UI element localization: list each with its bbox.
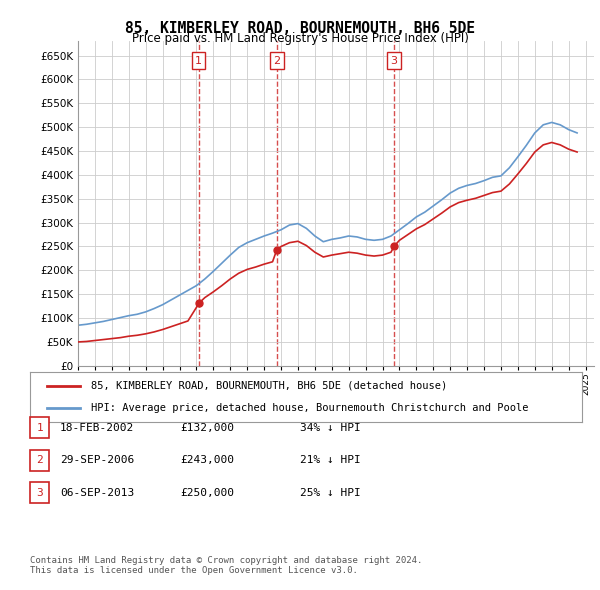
Text: HPI: Average price, detached house, Bournemouth Christchurch and Poole: HPI: Average price, detached house, Bour… [91,403,528,413]
Text: 85, KIMBERLEY ROAD, BOURNEMOUTH, BH6 5DE: 85, KIMBERLEY ROAD, BOURNEMOUTH, BH6 5DE [125,21,475,35]
Text: 21% ↓ HPI: 21% ↓ HPI [300,455,361,465]
Text: £132,000: £132,000 [180,423,234,432]
Text: 2: 2 [273,56,280,65]
Text: Contains HM Land Registry data © Crown copyright and database right 2024.
This d: Contains HM Land Registry data © Crown c… [30,556,422,575]
Text: 34% ↓ HPI: 34% ↓ HPI [300,423,361,432]
Text: 29-SEP-2006: 29-SEP-2006 [60,455,134,465]
Text: 3: 3 [36,488,43,497]
Text: 85, KIMBERLEY ROAD, BOURNEMOUTH, BH6 5DE (detached house): 85, KIMBERLEY ROAD, BOURNEMOUTH, BH6 5DE… [91,381,447,391]
Text: 06-SEP-2013: 06-SEP-2013 [60,488,134,497]
Text: 18-FEB-2002: 18-FEB-2002 [60,423,134,432]
Text: 2: 2 [36,455,43,465]
Text: £243,000: £243,000 [180,455,234,465]
Text: 1: 1 [195,56,202,65]
Text: 3: 3 [391,56,398,65]
Text: Price paid vs. HM Land Registry's House Price Index (HPI): Price paid vs. HM Land Registry's House … [131,32,469,45]
Text: 25% ↓ HPI: 25% ↓ HPI [300,488,361,497]
Text: 1: 1 [36,423,43,432]
Text: £250,000: £250,000 [180,488,234,497]
